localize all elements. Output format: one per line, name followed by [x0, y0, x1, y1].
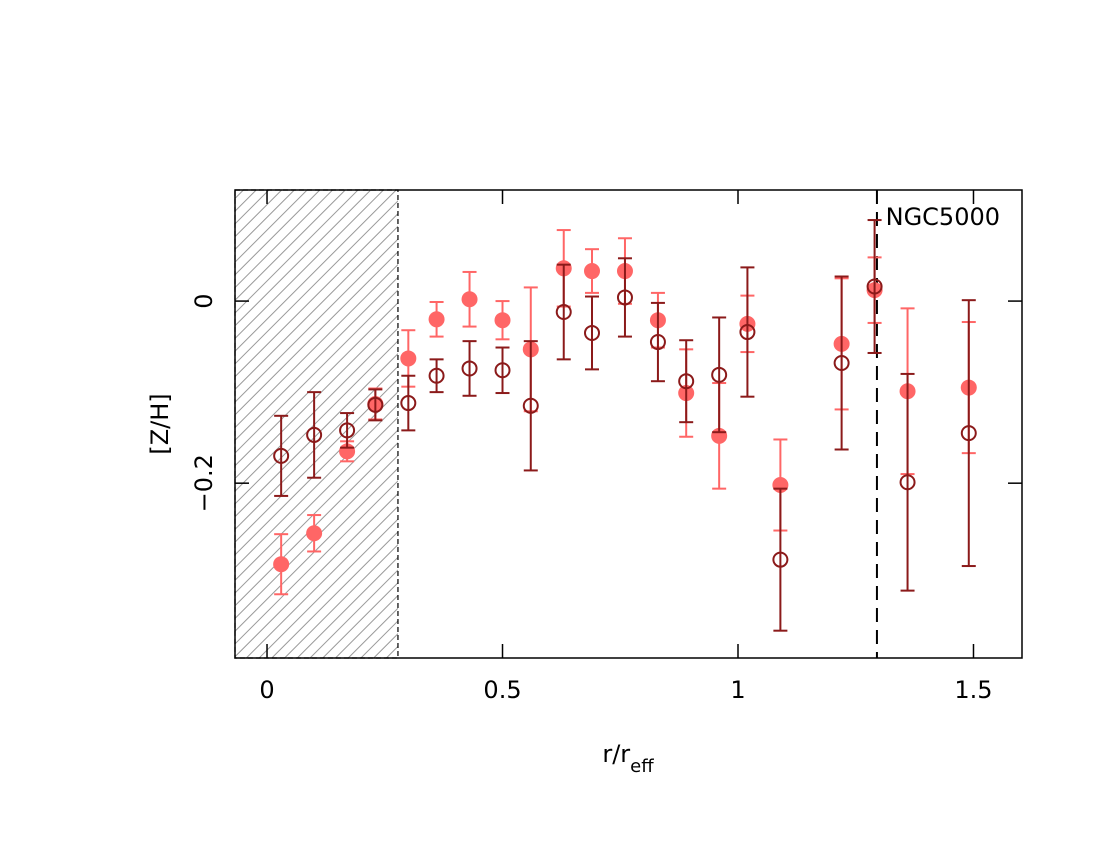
data-point: [583, 263, 600, 280]
error-bar: [834, 275, 849, 451]
error-bar: [773, 487, 788, 632]
data-point: [400, 350, 417, 367]
x-tick-label: 0.5: [483, 676, 521, 704]
data-point: [494, 362, 511, 379]
data-point: [522, 397, 539, 414]
annotation: NGC5000: [886, 203, 1000, 231]
data-point: [428, 367, 445, 384]
data-point: [772, 551, 789, 568]
x-tick-label: 0: [259, 676, 274, 704]
error-bar: [340, 412, 355, 449]
data-point: [583, 324, 600, 341]
error-bar: [584, 295, 599, 371]
data-point: [273, 556, 290, 573]
error-bar: [867, 219, 882, 354]
error-bar: [274, 414, 289, 497]
data-point: [739, 324, 756, 341]
data-point: [400, 395, 417, 412]
error-bar: [617, 257, 632, 338]
data-point: [960, 425, 977, 442]
error-bar: [556, 263, 571, 361]
x-axis-label-main: r/r: [602, 740, 630, 768]
data-point: [616, 289, 633, 306]
error-bar: [679, 339, 694, 424]
data-point: [555, 304, 572, 321]
data-point: [306, 525, 323, 542]
data-point: [494, 312, 511, 329]
y-axis-label: [Z/H]: [146, 393, 174, 454]
data-point: [306, 426, 323, 443]
data-point: [461, 291, 478, 308]
error-bar: [961, 299, 976, 568]
x-tick-label: 1: [730, 676, 745, 704]
error-bar: [495, 346, 510, 395]
x-tick-label: 1.5: [954, 676, 992, 704]
plot-frame: [234, 189, 1023, 659]
y-tick-label: 0: [190, 293, 218, 308]
data-point: [678, 373, 695, 390]
error-bar: [712, 316, 727, 434]
data-point: [428, 311, 445, 328]
shaded-region: [234, 189, 399, 659]
error-bar: [462, 340, 477, 397]
data-point: [339, 422, 356, 439]
error-bar: [368, 388, 383, 422]
x-axis-label: r/reff: [602, 740, 654, 777]
error-bar: [429, 358, 444, 394]
data-point: [367, 396, 384, 413]
error-bar: [401, 374, 416, 432]
data-point: [461, 360, 478, 377]
y-tick-label: −0.2: [190, 454, 218, 512]
data-point: [649, 334, 666, 351]
error-bar: [307, 391, 322, 479]
data-point: [711, 366, 728, 383]
error-bar: [740, 266, 755, 398]
data-point: [899, 474, 916, 491]
data-point: [866, 278, 883, 295]
error-bar: [650, 301, 665, 383]
error-bar: [900, 372, 915, 592]
error-bar: [523, 340, 538, 472]
data-point: [833, 354, 850, 371]
data-point: [273, 447, 290, 464]
x-axis-label-sub: eff: [630, 756, 654, 777]
